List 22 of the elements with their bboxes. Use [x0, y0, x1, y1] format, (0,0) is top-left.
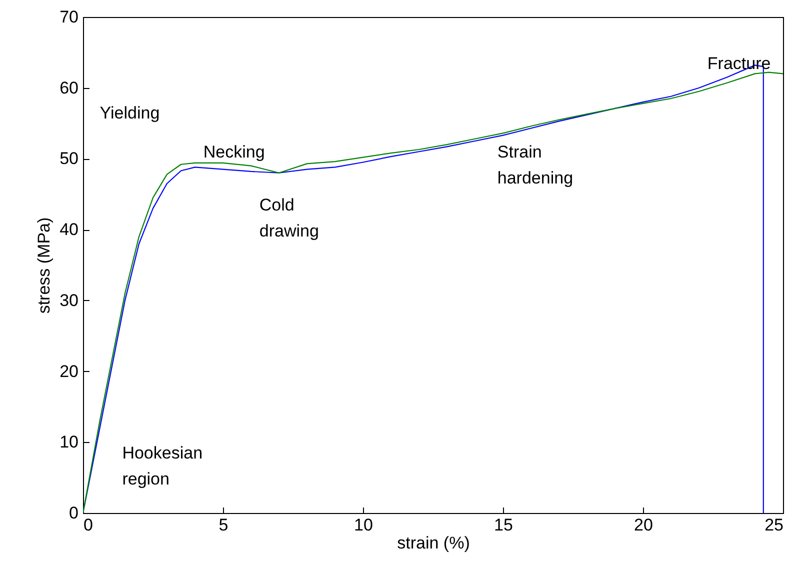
- y-tick-label: 60: [60, 78, 78, 98]
- annotation: Yielding: [100, 104, 160, 123]
- y-tick-label: 40: [60, 220, 78, 240]
- annotation: Necking: [203, 142, 265, 162]
- y-tick-label: 10: [60, 432, 78, 452]
- x-tick-label: 20: [634, 516, 653, 534]
- annotation: Cold drawing: [259, 196, 319, 241]
- x-tick-label: 0: [84, 516, 93, 534]
- y-tick-label: 20: [60, 362, 78, 381]
- y-tick-label: 50: [60, 149, 78, 168]
- x-tick-label: 15: [494, 516, 513, 534]
- annotation: Strain hardening: [497, 142, 574, 188]
- y-axis-title: stress (MPa): [34, 217, 54, 314]
- annotation: Hookesian region: [122, 444, 203, 489]
- x-tick-label: 5: [218, 516, 228, 534]
- y-tick-label: 70: [60, 8, 78, 26]
- annotation: Fracture: [707, 54, 771, 73]
- x-tick-label: 25: [764, 516, 784, 534]
- x-axis-title: strain (%): [397, 534, 470, 552]
- y-tick-label: 0: [69, 504, 78, 522]
- y-tick-label: 30: [60, 290, 78, 310]
- x-tick-label: 10: [354, 516, 373, 534]
